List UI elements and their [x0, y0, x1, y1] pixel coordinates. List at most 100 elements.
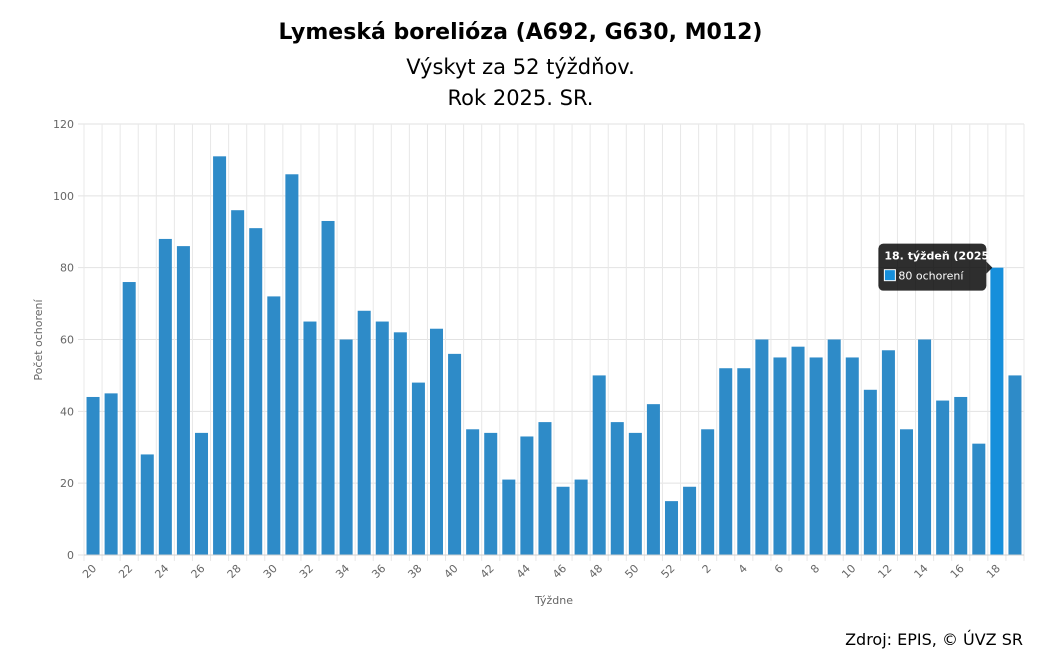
- bar-week-35[interactable]: [357, 310, 371, 555]
- bar-week-46[interactable]: [556, 486, 570, 555]
- bar-week-11[interactable]: [863, 389, 877, 555]
- y-tick-label: 120: [53, 118, 74, 131]
- y-tick-label: 40: [60, 405, 74, 418]
- tooltip: 18. týždeň (2025) 80 ochorení: [878, 243, 994, 291]
- bar-week-32[interactable]: [303, 321, 317, 555]
- x-tick-label: 32: [297, 562, 316, 581]
- tooltip-label: 80 ochorení: [898, 270, 964, 283]
- bar-week-6[interactable]: [773, 357, 787, 555]
- bar-week-41[interactable]: [466, 429, 480, 555]
- bar-week-17[interactable]: [972, 443, 986, 555]
- bar-week-25[interactable]: [176, 246, 190, 555]
- x-tick-label: 16: [948, 562, 967, 581]
- bar-week-20[interactable]: [86, 396, 100, 555]
- bar-week-2[interactable]: [701, 429, 715, 555]
- bar-week-22[interactable]: [122, 282, 136, 555]
- chart-subtitle-line-2: Rok 2025. SR.: [447, 86, 594, 110]
- bar-week-3[interactable]: [719, 368, 733, 555]
- bar-week-19[interactable]: [1008, 375, 1022, 555]
- chart-subtitle-line-1: Výskyt za 52 týždňov.: [406, 55, 635, 79]
- x-tick-label: 12: [875, 562, 894, 581]
- bar-week-12[interactable]: [881, 350, 895, 555]
- x-tick-label: 36: [369, 562, 388, 581]
- x-tick-label: 42: [478, 562, 497, 581]
- x-tick-label: 52: [659, 562, 678, 581]
- bar-week-39[interactable]: [429, 328, 444, 555]
- x-tick-label: 22: [116, 562, 135, 581]
- bar-week-27[interactable]: [213, 156, 227, 555]
- y-tick-label: 100: [53, 190, 74, 203]
- x-tick-label: 14: [912, 562, 931, 581]
- bar-week-36[interactable]: [375, 321, 389, 555]
- bar-week-33[interactable]: [321, 220, 335, 555]
- y-tick-label: 80: [60, 262, 74, 275]
- x-tick-label: 4: [736, 562, 750, 576]
- bar-week-38[interactable]: [411, 382, 425, 555]
- bar-week-43[interactable]: [502, 479, 516, 555]
- bar-week-45[interactable]: [538, 422, 552, 555]
- x-tick-label: 24: [152, 562, 171, 581]
- x-tick-label: 34: [333, 562, 352, 581]
- tooltip-color-swatch: [883, 269, 896, 282]
- y-tick-label: 0: [67, 549, 74, 562]
- bar-week-21[interactable]: [104, 393, 118, 555]
- bar-week-37[interactable]: [393, 332, 407, 555]
- bar-week-7[interactable]: [791, 346, 805, 555]
- tooltip-title: 18. týždeň (2025): [884, 250, 994, 263]
- x-tick-label: 18: [984, 562, 1003, 581]
- x-tick-label: 28: [225, 562, 244, 581]
- bar-week-16[interactable]: [954, 396, 968, 555]
- x-axis-label: Týždne: [534, 594, 573, 607]
- x-tick-label: 38: [405, 562, 424, 581]
- y-tick-label: 20: [60, 477, 74, 490]
- bar-week-49[interactable]: [610, 422, 624, 555]
- y-axis-label: Počet ochorení: [32, 298, 45, 380]
- x-tick-label: 40: [442, 562, 461, 581]
- x-tick-label: 10: [839, 562, 858, 581]
- bar-week-34[interactable]: [339, 339, 353, 556]
- bar-week-8[interactable]: [809, 357, 823, 555]
- bar-week-9[interactable]: [827, 339, 841, 556]
- bar-week-4[interactable]: [737, 368, 751, 555]
- bar-week-48[interactable]: [592, 375, 606, 555]
- bar-week-40[interactable]: [448, 353, 462, 555]
- bar-week-52[interactable]: [664, 501, 679, 555]
- tooltip-background: [878, 243, 987, 291]
- x-tick-label: 20: [80, 562, 99, 581]
- x-tick-label: 30: [261, 562, 280, 581]
- bar-week-10[interactable]: [845, 357, 859, 555]
- bar-week-44[interactable]: [520, 436, 534, 555]
- x-tick-label: 8: [808, 562, 822, 576]
- x-tick-label: 44: [514, 562, 533, 581]
- bar-week-1[interactable]: [683, 486, 697, 555]
- bar-week-18[interactable]: [990, 267, 1004, 555]
- x-tick-label: 46: [550, 562, 569, 581]
- bar-week-14[interactable]: [918, 339, 932, 556]
- bar-week-28[interactable]: [231, 210, 245, 555]
- bar-week-5[interactable]: [755, 339, 769, 556]
- bar-week-30[interactable]: [267, 296, 281, 555]
- bar-week-50[interactable]: [628, 432, 642, 555]
- chart-title: Lymeská borelióza (A692, G630, M012): [278, 20, 763, 45]
- bars: [86, 156, 1022, 556]
- bar-week-42[interactable]: [484, 432, 498, 555]
- x-tick-label: 26: [189, 562, 208, 581]
- x-tick-label: 48: [586, 562, 605, 581]
- source-note: Zdroj: EPIS, © ÚVZ SR: [845, 630, 1023, 649]
- bar-week-51[interactable]: [646, 404, 660, 555]
- bar-week-15[interactable]: [936, 400, 950, 555]
- bar-week-23[interactable]: [140, 454, 154, 555]
- x-tick-label: 50: [622, 562, 641, 581]
- bar-week-29[interactable]: [249, 228, 263, 556]
- x-tick-label: 2: [700, 562, 714, 576]
- tooltip-box: 18. týždeň (2025) 80 ochorení: [878, 243, 994, 291]
- bar-week-24[interactable]: [158, 238, 172, 555]
- bar-week-26[interactable]: [194, 432, 209, 555]
- bar-week-47[interactable]: [574, 479, 588, 555]
- y-tick-label: 60: [60, 334, 74, 347]
- bar-week-31[interactable]: [285, 174, 299, 556]
- tooltip-caret: [986, 261, 993, 274]
- bar-week-13[interactable]: [899, 429, 914, 555]
